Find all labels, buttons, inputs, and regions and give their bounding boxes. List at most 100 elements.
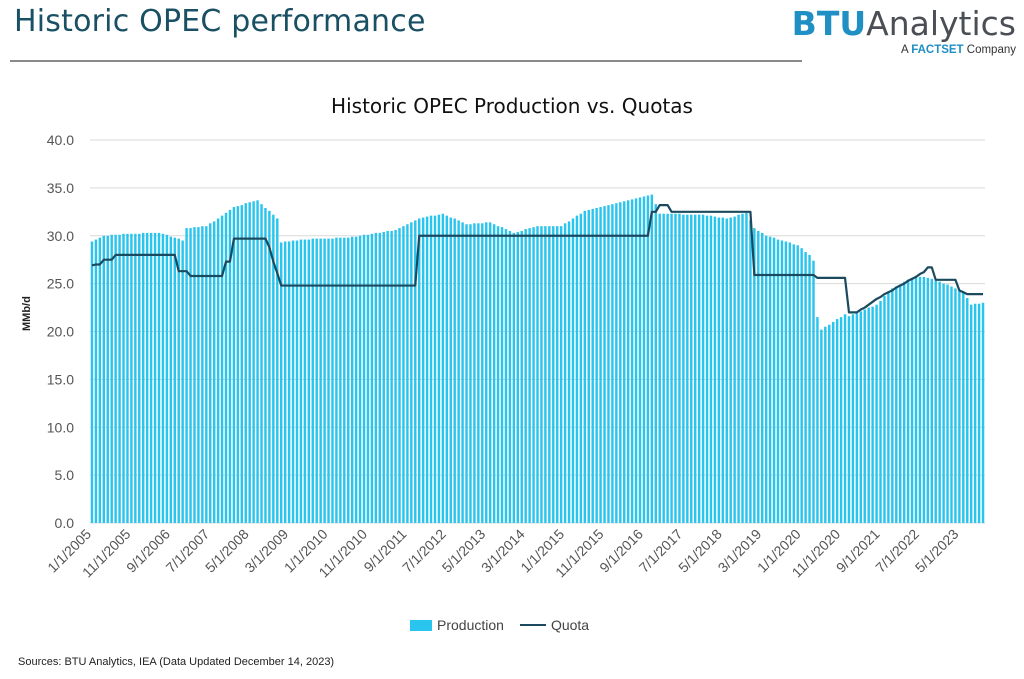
- production-bar: [906, 279, 910, 523]
- y-tick-label: 0.0: [55, 515, 75, 531]
- chart-title: Historic OPEC Production vs. Quotas: [331, 94, 693, 118]
- production-bar: [347, 237, 350, 524]
- production-bar: [701, 214, 705, 523]
- production-bar: [283, 241, 287, 523]
- production-bar: [812, 260, 815, 523]
- production-bar: [922, 276, 926, 523]
- production-bar: [504, 229, 508, 524]
- legend-quota-swatch: [519, 624, 546, 626]
- production-bar: [697, 214, 701, 523]
- production-bar: [378, 232, 382, 523]
- production-bar: [630, 199, 634, 523]
- production-bar: [201, 226, 204, 523]
- production-bar: [106, 235, 109, 523]
- production-bar: [780, 240, 784, 524]
- chart-legend: Production Quota: [410, 617, 589, 633]
- production-bar: [406, 224, 409, 523]
- production-bar: [977, 303, 981, 523]
- production-bar: [303, 239, 307, 523]
- brand-tagline: A FACTSET Company: [792, 44, 1016, 56]
- production-bar: [157, 232, 161, 523]
- production-bar: [264, 207, 267, 524]
- production-bar: [615, 203, 618, 523]
- production-bar: [674, 213, 677, 524]
- production-bar: [528, 228, 531, 523]
- production-bar: [843, 314, 847, 523]
- production-bar: [800, 248, 803, 523]
- production-bar: [761, 232, 764, 523]
- production-bar: [339, 237, 342, 524]
- production-bar: [256, 200, 259, 523]
- production-bar: [449, 217, 452, 523]
- production-bar: [110, 234, 113, 524]
- production-bar: [153, 232, 157, 523]
- production-bar: [820, 329, 823, 523]
- production-bar: [189, 228, 192, 523]
- y-tick-label: 10.0: [47, 419, 74, 435]
- production-bar: [934, 280, 937, 523]
- production-bar: [461, 222, 464, 523]
- production-bar: [950, 286, 953, 523]
- y-tick-label: 40.0: [47, 132, 74, 148]
- production-bar: [142, 232, 145, 523]
- production-bar: [122, 233, 125, 523]
- y-tick-label: 25.0: [47, 276, 74, 292]
- quota-line: [91, 204, 984, 314]
- production-bar: [362, 234, 366, 524]
- production-bar: [433, 215, 437, 523]
- production-bar: [488, 222, 492, 523]
- production-bar: [149, 232, 153, 523]
- production-bar: [867, 307, 870, 523]
- production-bar: [721, 217, 725, 523]
- production-bar: [382, 231, 385, 524]
- y-tick-label: 20.0: [47, 324, 74, 340]
- production-bar: [895, 286, 898, 523]
- production-bar: [859, 311, 863, 523]
- production-bar: [145, 232, 149, 523]
- production-bar: [90, 241, 94, 523]
- legend-quota-label: Quota: [550, 617, 590, 633]
- production-bar: [749, 220, 752, 523]
- x-tick-labels: 1/1/200511/1/20059/1/20067/1/20075/1/200…: [44, 526, 961, 581]
- production-bar: [552, 226, 555, 523]
- production-bar: [197, 227, 200, 523]
- legend-production-label: Production: [437, 617, 504, 633]
- production-bar: [216, 218, 220, 523]
- production-bar: [591, 208, 594, 523]
- production-bar: [626, 200, 630, 523]
- production-bar: [729, 217, 732, 523]
- production-bar: [575, 215, 579, 523]
- brand-tagline-company: Company: [966, 44, 1016, 56]
- production-bar: [682, 214, 685, 523]
- production-bar: [930, 278, 933, 523]
- production-bar: [650, 194, 654, 523]
- production-bar: [236, 206, 240, 523]
- production-bar: [563, 223, 567, 524]
- production-bar: [319, 238, 322, 523]
- production-bar: [370, 233, 374, 523]
- production-bar: [209, 223, 212, 524]
- production-bar: [244, 203, 247, 523]
- production-bar: [839, 317, 843, 523]
- production-bar: [492, 224, 496, 523]
- production-bar: [567, 221, 571, 523]
- production-bar: [374, 232, 378, 523]
- production-bar: [496, 226, 500, 523]
- production-bar: [398, 228, 401, 523]
- production-bar: [516, 231, 519, 524]
- x-tick-label: 5/1/2023: [912, 526, 962, 576]
- production-bar: [512, 232, 516, 523]
- production-bar: [902, 281, 906, 523]
- production-bar: [918, 276, 922, 523]
- production-bar: [358, 235, 362, 523]
- legend-production-swatch: [410, 619, 432, 631]
- production-bar: [686, 214, 689, 523]
- production-bar: [418, 218, 421, 523]
- sources-note: Sources: BTU Analytics, IEA (Data Update…: [18, 656, 335, 668]
- production-bar: [753, 228, 756, 523]
- production-bar: [658, 213, 661, 524]
- production-bar: [611, 204, 614, 523]
- production-bar: [224, 212, 228, 523]
- production-bar: [102, 235, 106, 523]
